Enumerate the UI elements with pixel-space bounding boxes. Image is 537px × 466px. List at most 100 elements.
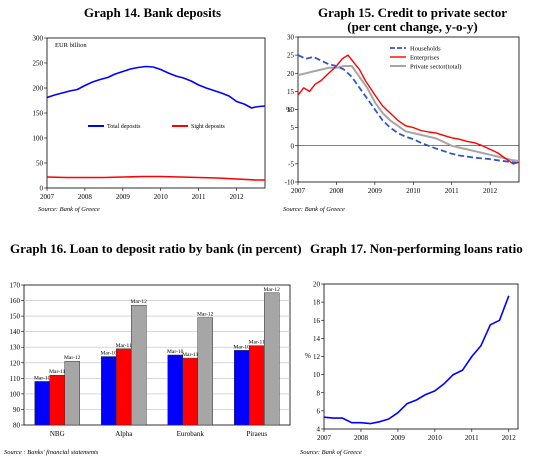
g16-bar-label: Mar-10: [234, 344, 251, 350]
g16-ytick-label: 140: [10, 328, 21, 336]
g14-ytick-label: 200: [33, 85, 44, 93]
g15-ytick-label: -10: [285, 179, 295, 187]
g15-line-enterprises: [297, 54, 520, 165]
g16-ytick-label: 120: [10, 359, 21, 367]
g17-ytick-label: 16: [313, 317, 321, 325]
g16-bar-mar-11: [49, 374, 65, 426]
g17-ylabel: %: [305, 352, 311, 360]
g17-ytick-label: 20: [313, 281, 321, 289]
g17-xaxis: 2007 2008 2009 2010 2011 2012: [317, 429, 516, 442]
g14-xaxis: 2007 2008 2009 2010 2011 2012: [40, 188, 244, 201]
g14-xtick-label: 2011: [192, 193, 206, 201]
g17-ytick-label: 12: [313, 353, 321, 361]
graph16-source: Source : Banks' financial statements: [4, 449, 99, 456]
g16-bars: Mar-10Mar-11Mar-12NBGMar-10Mar-11Mar-12A…: [34, 287, 280, 438]
g16-bar-label: Mar-12: [197, 312, 214, 318]
g15-xtick-label: 2008: [329, 187, 344, 195]
g17-xtick-label: 2007: [317, 434, 332, 442]
g16-bar-label: Mar-10: [167, 349, 184, 355]
g15-legend-label: Enterprises: [410, 55, 440, 62]
g17-ytick-label: 14: [313, 335, 321, 343]
g15-xtick-label: 2010: [406, 187, 421, 195]
g14-legend-label: Sight deposits: [191, 124, 226, 130]
g14-series: [46, 65, 266, 181]
g14-legend-label: Total deposits: [107, 124, 141, 130]
g16-bar-mar-12: [64, 360, 80, 426]
graph15-title: Graph 15. Credit to private sector: [318, 5, 507, 20]
g15-plot-frame: [297, 36, 520, 183]
g16-ytick-label: 100: [10, 390, 21, 398]
g16-ytick-label: 90: [13, 406, 21, 414]
g14-annotation: EUR billion: [55, 42, 87, 49]
g14-plot-frame: [46, 37, 266, 189]
g15-ytick-label: -5: [288, 160, 294, 168]
g17-xtick-label: 2009: [391, 434, 406, 442]
g16-bar-label: Mar-11: [182, 352, 198, 358]
graph15-source: Source: Bank of Greece: [283, 206, 345, 213]
graph16-title: Graph 16. Loan to deposit ratio by bank …: [10, 241, 302, 256]
g16-bar-mar-11: [116, 348, 132, 426]
g14-line-total-deposits: [46, 65, 266, 109]
g16-bar-label: Mar-11: [249, 340, 265, 346]
g16-ytick-label: 110: [10, 375, 21, 383]
g17-xtick-label: 2011: [465, 434, 479, 442]
g16-bar-mar-10: [101, 356, 117, 426]
g16-ytick-label: 160: [10, 297, 21, 305]
g16-bar-mar-10: [167, 354, 183, 426]
g15-ytick-label: 5: [291, 124, 295, 132]
g17-xtick-label: 2012: [502, 434, 517, 442]
g17-ytick-label: 18: [313, 299, 321, 307]
g15-line-households: [297, 54, 520, 165]
g17-ytick-label: 6: [317, 407, 321, 415]
g15-axes: -10 -5 0 5 10 15 20 25 30: [285, 34, 520, 187]
g14-ytick-label: 150: [33, 110, 44, 118]
g16-bar-label: Mar-12: [64, 355, 81, 361]
g16-bar-mar-11: [182, 357, 198, 426]
g16-bar-label: Mar-10: [34, 375, 51, 381]
g16-category-label: Piraeus: [246, 430, 267, 438]
graph14-title: Graph 14. Bank deposits: [83, 5, 222, 20]
g16-ytick-label: 80: [13, 422, 21, 430]
g14-ytick-label: 300: [33, 35, 44, 43]
g17-line-npl-ratio: [323, 295, 510, 425]
g17-ytick-label: 4: [317, 426, 321, 434]
g15-ytick-label: 10: [287, 106, 295, 114]
g14-xtick-label: 2010: [154, 193, 169, 201]
g17-xtick-label: 2008: [354, 434, 369, 442]
g17-axes: 4 6 8 10 12 14 16 18 20: [313, 281, 519, 434]
g16-bar-mar-12: [264, 292, 280, 426]
g16-bar-label: Mar-12: [131, 299, 148, 305]
g17-xtick-label: 2010: [428, 434, 443, 442]
g16-bar-label: Mar-12: [264, 287, 281, 293]
g16-ytick-label: 170: [10, 282, 21, 290]
g15-legend-label: Households: [410, 46, 441, 53]
g16-category-label: Eurobank: [177, 430, 205, 438]
g14-ytick-label: 50: [36, 160, 44, 168]
g14-legend: Total deposits Sight deposits: [88, 124, 226, 130]
g16-bar-mar-12: [131, 304, 147, 426]
g16-bar-mar-10: [234, 350, 250, 426]
g15-legend: Households Enterprises Private sector(tota…: [390, 46, 461, 71]
g15-ytick-label: 25: [287, 52, 295, 60]
graph17-title: Graph 17. Non-performing loans ratio: [310, 241, 523, 256]
g16-bar-label: Mar-10: [101, 351, 118, 357]
g15-xtick-label: 2011: [445, 187, 459, 195]
g15-legend-label: Private sector(total): [410, 64, 461, 71]
g16-ytick-label: 130: [10, 344, 21, 352]
g15-xtick-label: 2007: [291, 187, 306, 195]
graph17-source: Source: Bank of Greece: [300, 449, 362, 456]
g14-xtick-label: 2009: [116, 193, 131, 201]
g14-ytick-label: 100: [33, 135, 44, 143]
g15-series: [297, 54, 520, 165]
g17-ytick-label: 8: [317, 389, 321, 397]
g16-bar-mar-11: [249, 345, 265, 426]
g17-series: [323, 295, 510, 425]
graph14-source: Source: Bank of Greece: [38, 206, 100, 213]
g14-line-sight-deposits: [46, 175, 265, 181]
g14-axes: 0 50 100 150 200 250 300: [33, 35, 266, 193]
g14-xtick-label: 2012: [230, 193, 245, 201]
g17-plot-frame: [323, 283, 519, 430]
g15-ylabel: %: [286, 106, 292, 114]
g17-ytick-label: 10: [313, 371, 321, 379]
g14-ytick-label: 0: [40, 185, 44, 193]
